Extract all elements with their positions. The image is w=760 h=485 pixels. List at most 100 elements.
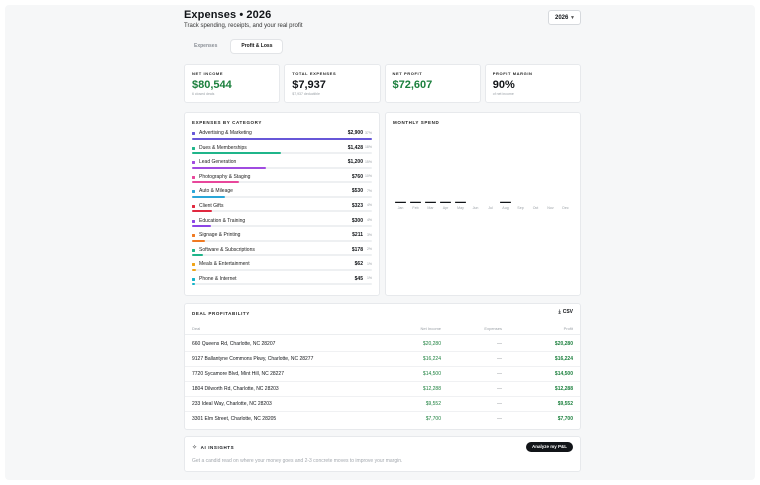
category-color-dot	[192, 204, 195, 208]
category-row: Advertising & Marketing $2,900 37%	[192, 130, 372, 145]
category-amount: $760	[351, 173, 363, 180]
category-amount: $178	[351, 246, 363, 253]
category-bar-track	[192, 152, 372, 155]
category-color-dot	[192, 190, 195, 194]
deal-profit: $7,700	[557, 416, 573, 422]
deal-profit: $9,552	[557, 401, 573, 407]
table-row[interactable]: 233 Ideal Way, Charlotte, NC 28203 $9,552…	[185, 397, 580, 412]
x-tick-label: Jun	[473, 206, 479, 210]
page-title: Expenses • 2026	[184, 9, 272, 21]
deal-address: 660 Queens Rd, Charlotte, NC 28207	[192, 341, 276, 347]
table-header: Deal Net Income Expenses Profit	[185, 324, 580, 335]
deal-expenses: —	[497, 371, 502, 377]
bar-mar	[425, 201, 436, 203]
analyze-pl-button[interactable]: Analyze my P&L	[525, 442, 573, 452]
kpi-value: $7,937	[292, 79, 326, 91]
category-name: Signage & Printing	[199, 232, 241, 239]
kpi-cards: Net Income $80,544 6 closed deals Total …	[184, 64, 581, 103]
deal-net-income: $20,280	[422, 341, 441, 347]
category-amount: $1,428	[347, 144, 363, 151]
column-header: Deal	[192, 326, 201, 331]
kpi-value: $80,544	[192, 79, 232, 91]
table-row[interactable]: 9127 Ballantyne Commons Pkwy, Charlotte,…	[185, 352, 580, 367]
category-color-dot	[192, 146, 195, 150]
table-row[interactable]: 660 Queens Rd, Charlotte, NC 28207 $20,28…	[185, 337, 580, 352]
kpi-subtext: of net income	[492, 92, 514, 96]
kpi-value: 90%	[492, 79, 515, 91]
category-bar-track	[192, 181, 372, 184]
category-bar-fill	[192, 137, 372, 140]
csv-export-button[interactable]: ⤓ CSV	[559, 309, 574, 315]
category-bar-fill	[192, 254, 204, 257]
kpi-subtext: 6 closed deals	[192, 92, 215, 96]
deal-address: 1804 Dilworth Rd, Charlotte, NC 28203	[192, 386, 279, 392]
deal-profitability-panel: Deal Profitability ⤓ CSV Deal Net Income…	[184, 303, 581, 430]
category-bar-fill	[192, 268, 196, 271]
x-tick-label: May	[457, 206, 464, 210]
ai-insights-panel: ✧ AI Insights Analyze my P&L Get a candi…	[184, 436, 581, 472]
deal-net-income: $16,224	[422, 356, 441, 362]
category-row: Photography & Staging $760 10%	[192, 174, 372, 189]
category-bar-track	[192, 254, 372, 257]
bar-may	[455, 201, 466, 203]
ai-insights-title: ✧ AI Insights	[192, 444, 573, 451]
year-select[interactable]: 2026 ▼	[548, 10, 581, 25]
csv-label: CSV	[562, 309, 573, 315]
table-row[interactable]: 7720 Sycamore Blvd, Mint Hill, NC 28227 $…	[185, 367, 580, 382]
panel-title: Deal Profitability	[192, 311, 250, 316]
category-bar-track	[192, 210, 372, 213]
bar-apr	[440, 201, 451, 203]
category-percent: 7%	[366, 188, 372, 193]
category-percent: 10%	[364, 174, 372, 179]
category-name: Education & Training	[199, 217, 246, 224]
x-tick-label: Feb	[412, 206, 418, 210]
category-row: Lead Generation $1,200 15%	[192, 159, 372, 174]
category-percent: 1%	[366, 276, 372, 281]
app-window: Expenses • 2026 Track spending, receipts…	[5, 5, 755, 480]
category-amount: $1,200	[347, 159, 363, 166]
kpi-total-expenses: Total Expenses $7,937 $7,937 deductible	[284, 64, 381, 103]
panel-title: Expenses by Category	[192, 120, 262, 125]
download-icon: ⤓	[558, 309, 561, 315]
deal-address: 3301 Elm Street, Charlotte, NC 28205	[192, 416, 277, 422]
kpi-label: Profit Margin	[492, 71, 533, 76]
deal-net-income: $14,500	[422, 371, 441, 377]
category-bar-fill	[192, 166, 267, 169]
table-row[interactable]: 1804 Dilworth Rd, Charlotte, NC 28203 $12…	[185, 382, 580, 397]
category-bar-fill	[192, 152, 281, 155]
table-row[interactable]: 3301 Elm Street, Charlotte, NC 28205 $7,7…	[185, 412, 580, 427]
category-bar-fill	[192, 181, 240, 184]
x-tick-label: Aug	[502, 206, 508, 210]
tab-expenses[interactable]: Expenses	[194, 43, 218, 49]
deal-address: 233 Ideal Way, Charlotte, NC 28203	[192, 401, 272, 407]
bar-jan	[395, 201, 406, 203]
ai-insights-label: AI Insights	[200, 445, 235, 450]
category-row: Meals & Entertainment $62 1%	[192, 261, 372, 276]
deal-expenses: —	[497, 386, 502, 392]
kpi-label: Net Income	[192, 71, 224, 76]
monthly-spend-panel: Monthly Spend Jan Feb Mar Apr May Jun Jul Aug Se…	[385, 112, 581, 296]
x-tick-label: Nov	[547, 206, 554, 210]
category-amount: $211	[352, 232, 363, 239]
category-name: Advertising & Marketing	[199, 130, 252, 136]
category-color-dot	[192, 175, 195, 179]
kpi-profit-margin: Profit Margin 90% of net income	[484, 64, 581, 103]
category-bar-fill	[192, 225, 211, 228]
category-amount: $45	[354, 275, 363, 282]
category-amount: $323	[351, 202, 363, 209]
category-list: Advertising & Marketing $2,900 37% Dues & M…	[192, 130, 372, 291]
category-percent: 37%	[364, 130, 372, 135]
deal-profit: $16,224	[554, 356, 573, 362]
category-bar-track	[192, 239, 372, 242]
category-amount: $2,900	[347, 130, 363, 136]
page-subtitle: Track spending, receipts, and your real …	[184, 23, 303, 29]
category-name: Software & Subscriptions	[199, 246, 255, 253]
category-color-dot	[192, 248, 195, 252]
tab-profit-loss[interactable]: Profit & Loss	[231, 40, 283, 53]
category-color-dot	[192, 234, 195, 238]
x-tick-label: Oct	[533, 206, 539, 210]
column-header: Expenses	[484, 326, 502, 331]
deal-net-income: $9,552	[425, 401, 441, 407]
x-tick-label: Jul	[488, 206, 493, 210]
category-amount: $62	[354, 261, 363, 268]
